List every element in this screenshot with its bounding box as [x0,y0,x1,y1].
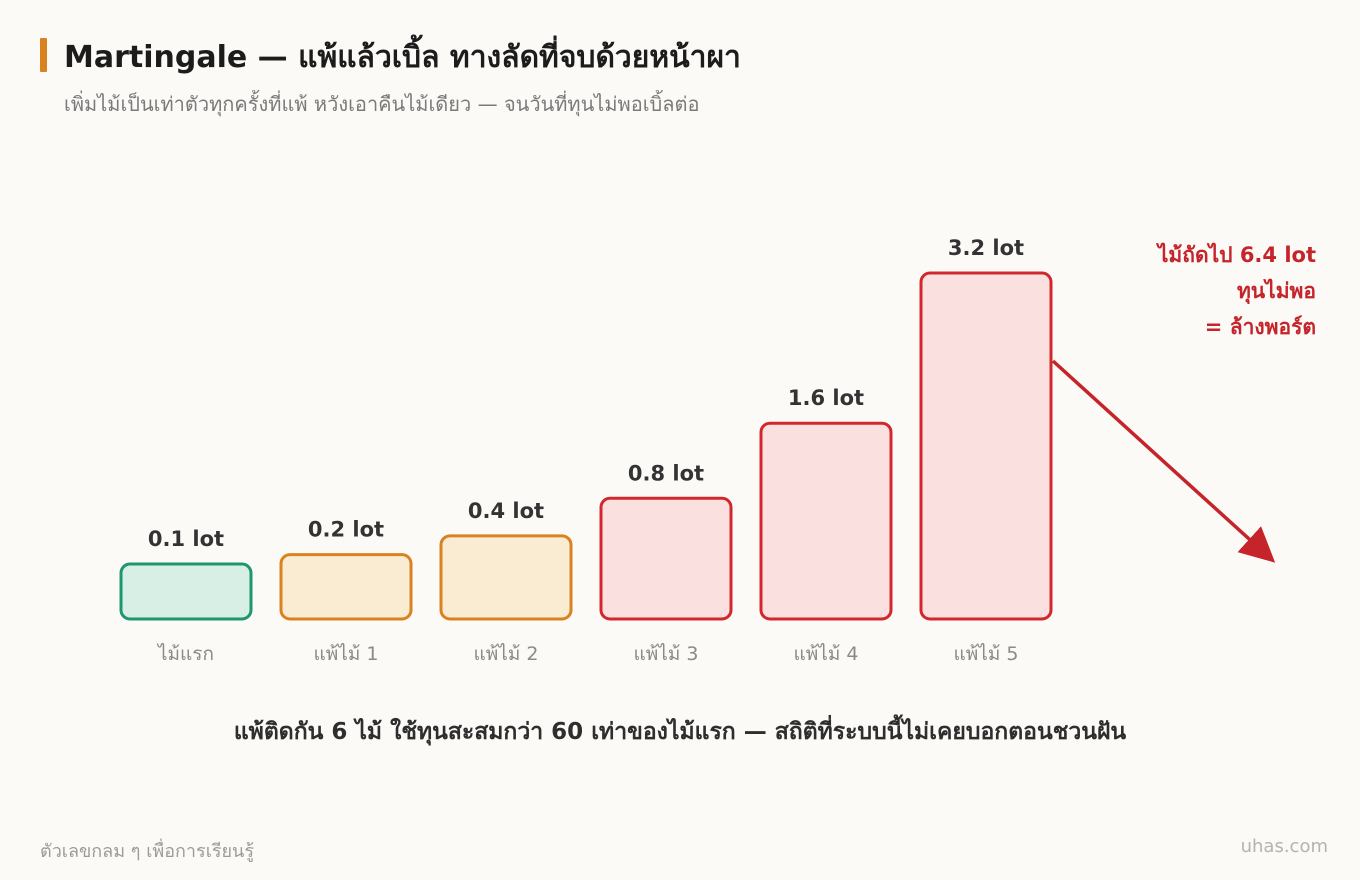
annotation-line-3: = ล้างพอร์ต [1205,315,1316,339]
category-label-4: แพ้ไม้ 3 [634,643,699,665]
bar-4 [599,496,733,621]
bar-value-label-1: 0.1 lot [148,527,224,551]
page-title: Martingale — แพ้แล้วเบิ้ล ทางลัดที่จบด้ว… [64,40,741,75]
bar-5 [759,421,893,621]
category-label-3: แพ้ไม้ 2 [474,643,539,665]
bar-value-label-4: 0.8 lot [628,461,704,485]
category-label-2: แพ้ไม้ 1 [314,643,379,665]
category-label-6: แพ้ไม้ 5 [954,643,1019,665]
summary-text: แพ้ติดกัน 6 ไม้ ใช้ทุนสะสมกว่า 60 เท่าขอ… [233,719,1127,745]
bar-6 [919,271,1053,621]
annotation-line-2: ทุนไม่พอ [1237,278,1316,305]
category-label-5: แพ้ไม้ 4 [794,643,859,665]
bar-value-label-5: 1.6 lot [788,386,864,410]
annotation-line-1: ไม้ถัดไป 6.4 lot [1156,242,1316,267]
crash-arrow [1051,359,1276,563]
category-label-1: ไม้แรก [156,643,214,665]
page-subtitle: เพิ่มไม้เป็นเท่าตัวทุกครั้งที่แพ้ หวังเอ… [64,92,700,116]
bar-1 [119,562,253,621]
footer-brand: uhas.com [1240,836,1328,857]
bar-value-label-6: 3.2 lot [948,236,1024,260]
bar-2 [279,553,413,621]
bars-layer: 0.1 lot ไม้แรก 0.2 lot แพ้ไม้ 1 0.4 lot แพ้ไม… [119,236,1053,665]
footer-note: ตัวเลขกลม ๆ เพื่อการเรียนรู้ [40,841,255,862]
bar-3 [439,534,573,621]
bar-value-label-3: 0.4 lot [468,499,544,523]
bar-value-label-2: 0.2 lot [308,518,384,542]
title-accent-bar [40,38,47,72]
